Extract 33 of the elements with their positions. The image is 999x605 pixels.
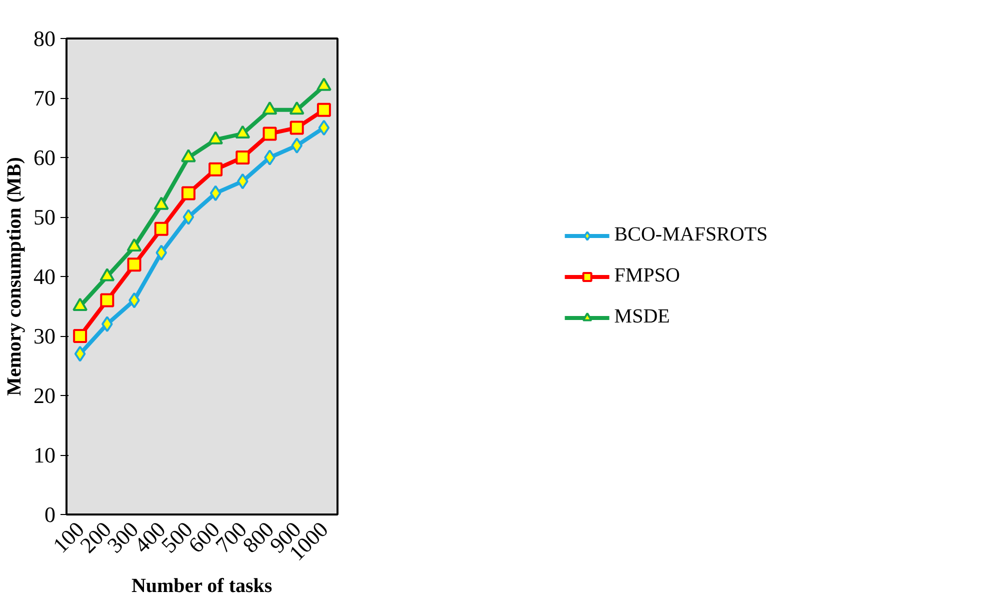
point (101, 316, 113, 332)
y-tick-label: 40 (34, 264, 56, 289)
y-axis-title: Memory consumption (MB) (4, 157, 26, 396)
y-tick-label: 30 (34, 324, 56, 348)
y-tick-label: 50 (34, 204, 56, 230)
point (290, 120, 304, 135)
legend-label: MSDE (614, 306, 670, 328)
point (181, 186, 196, 200)
point (100, 293, 114, 308)
point (210, 185, 222, 202)
legend-label: FMPSO (614, 264, 680, 288)
point (182, 209, 194, 225)
point (236, 173, 248, 190)
point (73, 329, 88, 343)
y-tick-label: 80 (34, 26, 56, 51)
point (316, 102, 331, 117)
point (264, 150, 276, 166)
point (262, 126, 277, 141)
point (236, 150, 250, 164)
point (291, 138, 303, 154)
point (154, 222, 168, 236)
y-tick-label: 10 (34, 442, 56, 468)
point (156, 244, 168, 261)
point (74, 346, 86, 362)
point (127, 258, 142, 272)
y-tick-label: 20 (34, 383, 56, 408)
y-tick-label: 70 (34, 86, 56, 110)
point (318, 120, 330, 136)
y-tick-label: 60 (34, 145, 56, 170)
x-axis-title: Number of tasks (131, 575, 272, 598)
y-tick-label: 0 (44, 502, 56, 527)
point (208, 162, 223, 176)
legend-label: BCO-MAFSROTS (614, 224, 768, 246)
